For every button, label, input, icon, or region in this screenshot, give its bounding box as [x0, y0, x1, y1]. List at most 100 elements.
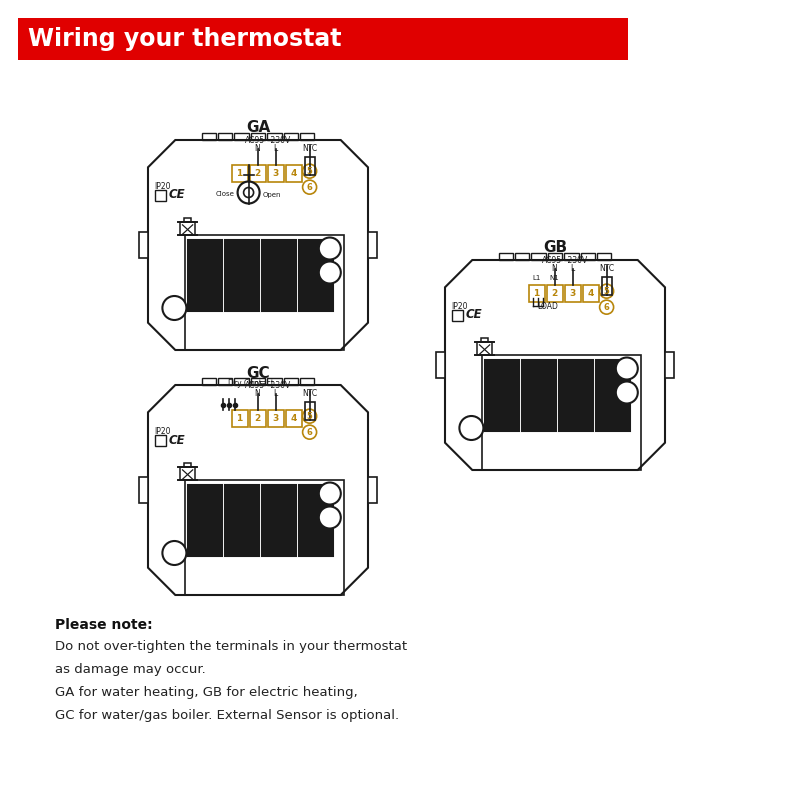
Circle shape [302, 164, 317, 178]
Text: 2: 2 [254, 170, 261, 178]
Bar [559, 359, 594, 430]
Bar [477, 342, 492, 355]
Circle shape [600, 284, 614, 298]
Text: IP20: IP20 [154, 427, 171, 436]
Text: GA for water heating, GB for electric heating,: GA for water heating, GB for electric he… [55, 686, 358, 699]
Text: as damage may occur.: as damage may occur. [55, 663, 206, 676]
Bar [565, 286, 581, 302]
Text: 3: 3 [273, 414, 278, 423]
Text: NTC: NTC [302, 144, 317, 153]
Circle shape [616, 358, 638, 379]
Circle shape [318, 482, 341, 505]
Text: CE: CE [169, 434, 186, 446]
Bar [234, 378, 249, 385]
Bar [180, 467, 195, 480]
Bar [283, 378, 298, 385]
Bar [368, 232, 377, 258]
Text: NTC: NTC [599, 264, 614, 273]
Bar [139, 477, 148, 503]
Bar [482, 338, 488, 342]
Text: IP20: IP20 [154, 182, 171, 191]
Bar [602, 277, 612, 294]
Bar [184, 218, 191, 222]
Text: 3: 3 [570, 289, 576, 298]
Text: 2: 2 [254, 414, 261, 423]
Bar [286, 410, 302, 427]
Text: 5: 5 [306, 166, 313, 176]
Bar [267, 378, 282, 385]
Polygon shape [148, 140, 368, 350]
Text: N: N [254, 389, 261, 398]
Text: Dry Contact: Dry Contact [227, 379, 274, 388]
Text: CE: CE [466, 309, 482, 322]
Bar [251, 378, 265, 385]
Text: Wiring your thermostat: Wiring your thermostat [28, 27, 342, 51]
Bar [596, 359, 630, 430]
Bar [232, 166, 248, 182]
Circle shape [459, 416, 483, 440]
Circle shape [616, 382, 638, 403]
Bar [18, 18, 628, 60]
Text: N: N [552, 264, 558, 273]
Bar [482, 354, 641, 470]
Bar [581, 253, 595, 260]
Circle shape [162, 296, 186, 320]
Text: L: L [274, 144, 278, 153]
Text: CE: CE [169, 189, 186, 202]
Bar [262, 485, 296, 555]
Bar [546, 286, 562, 302]
Circle shape [318, 262, 341, 283]
Text: 4: 4 [290, 414, 297, 423]
Bar [139, 232, 148, 258]
Circle shape [302, 180, 317, 194]
Bar [251, 133, 265, 140]
Bar [436, 352, 445, 378]
Bar [286, 166, 302, 182]
Bar [154, 435, 166, 446]
Bar [267, 166, 284, 182]
Circle shape [162, 541, 186, 565]
Text: NTC: NTC [302, 389, 317, 398]
Text: AC95~230V: AC95~230V [542, 256, 588, 265]
Bar [665, 352, 674, 378]
Text: 6: 6 [306, 182, 313, 192]
Bar [202, 378, 216, 385]
Bar [305, 157, 314, 174]
Bar [189, 485, 222, 555]
Bar [226, 239, 259, 310]
Text: Open: Open [262, 191, 281, 198]
Bar [582, 286, 598, 302]
Text: 1: 1 [534, 289, 540, 298]
Circle shape [318, 238, 341, 259]
Bar [262, 239, 296, 310]
Bar [597, 253, 611, 260]
Text: L1: L1 [533, 275, 541, 282]
Text: 4: 4 [587, 289, 594, 298]
Text: L: L [570, 264, 574, 273]
Bar [522, 359, 557, 430]
Bar [564, 253, 578, 260]
Text: L: L [274, 389, 278, 398]
Text: 1: 1 [237, 414, 242, 423]
Bar [267, 133, 282, 140]
Bar [154, 190, 166, 201]
Bar [218, 133, 233, 140]
Text: IP20: IP20 [451, 302, 468, 311]
Bar [184, 463, 191, 467]
Text: AC95~230V: AC95~230V [245, 381, 290, 390]
Circle shape [302, 425, 317, 439]
Circle shape [318, 506, 341, 529]
Text: Close: Close [216, 191, 234, 198]
Text: GC: GC [246, 366, 270, 381]
Bar [299, 485, 334, 555]
Bar [189, 239, 222, 310]
Bar [299, 239, 334, 310]
Bar [486, 359, 519, 430]
Bar [305, 402, 314, 420]
Bar [529, 286, 545, 302]
Text: 1: 1 [237, 170, 242, 178]
Text: GC for water/gas boiler. External Sensor is optional.: GC for water/gas boiler. External Sensor… [55, 709, 399, 722]
Text: GA: GA [246, 121, 270, 135]
Bar [232, 410, 248, 427]
Circle shape [302, 409, 317, 423]
